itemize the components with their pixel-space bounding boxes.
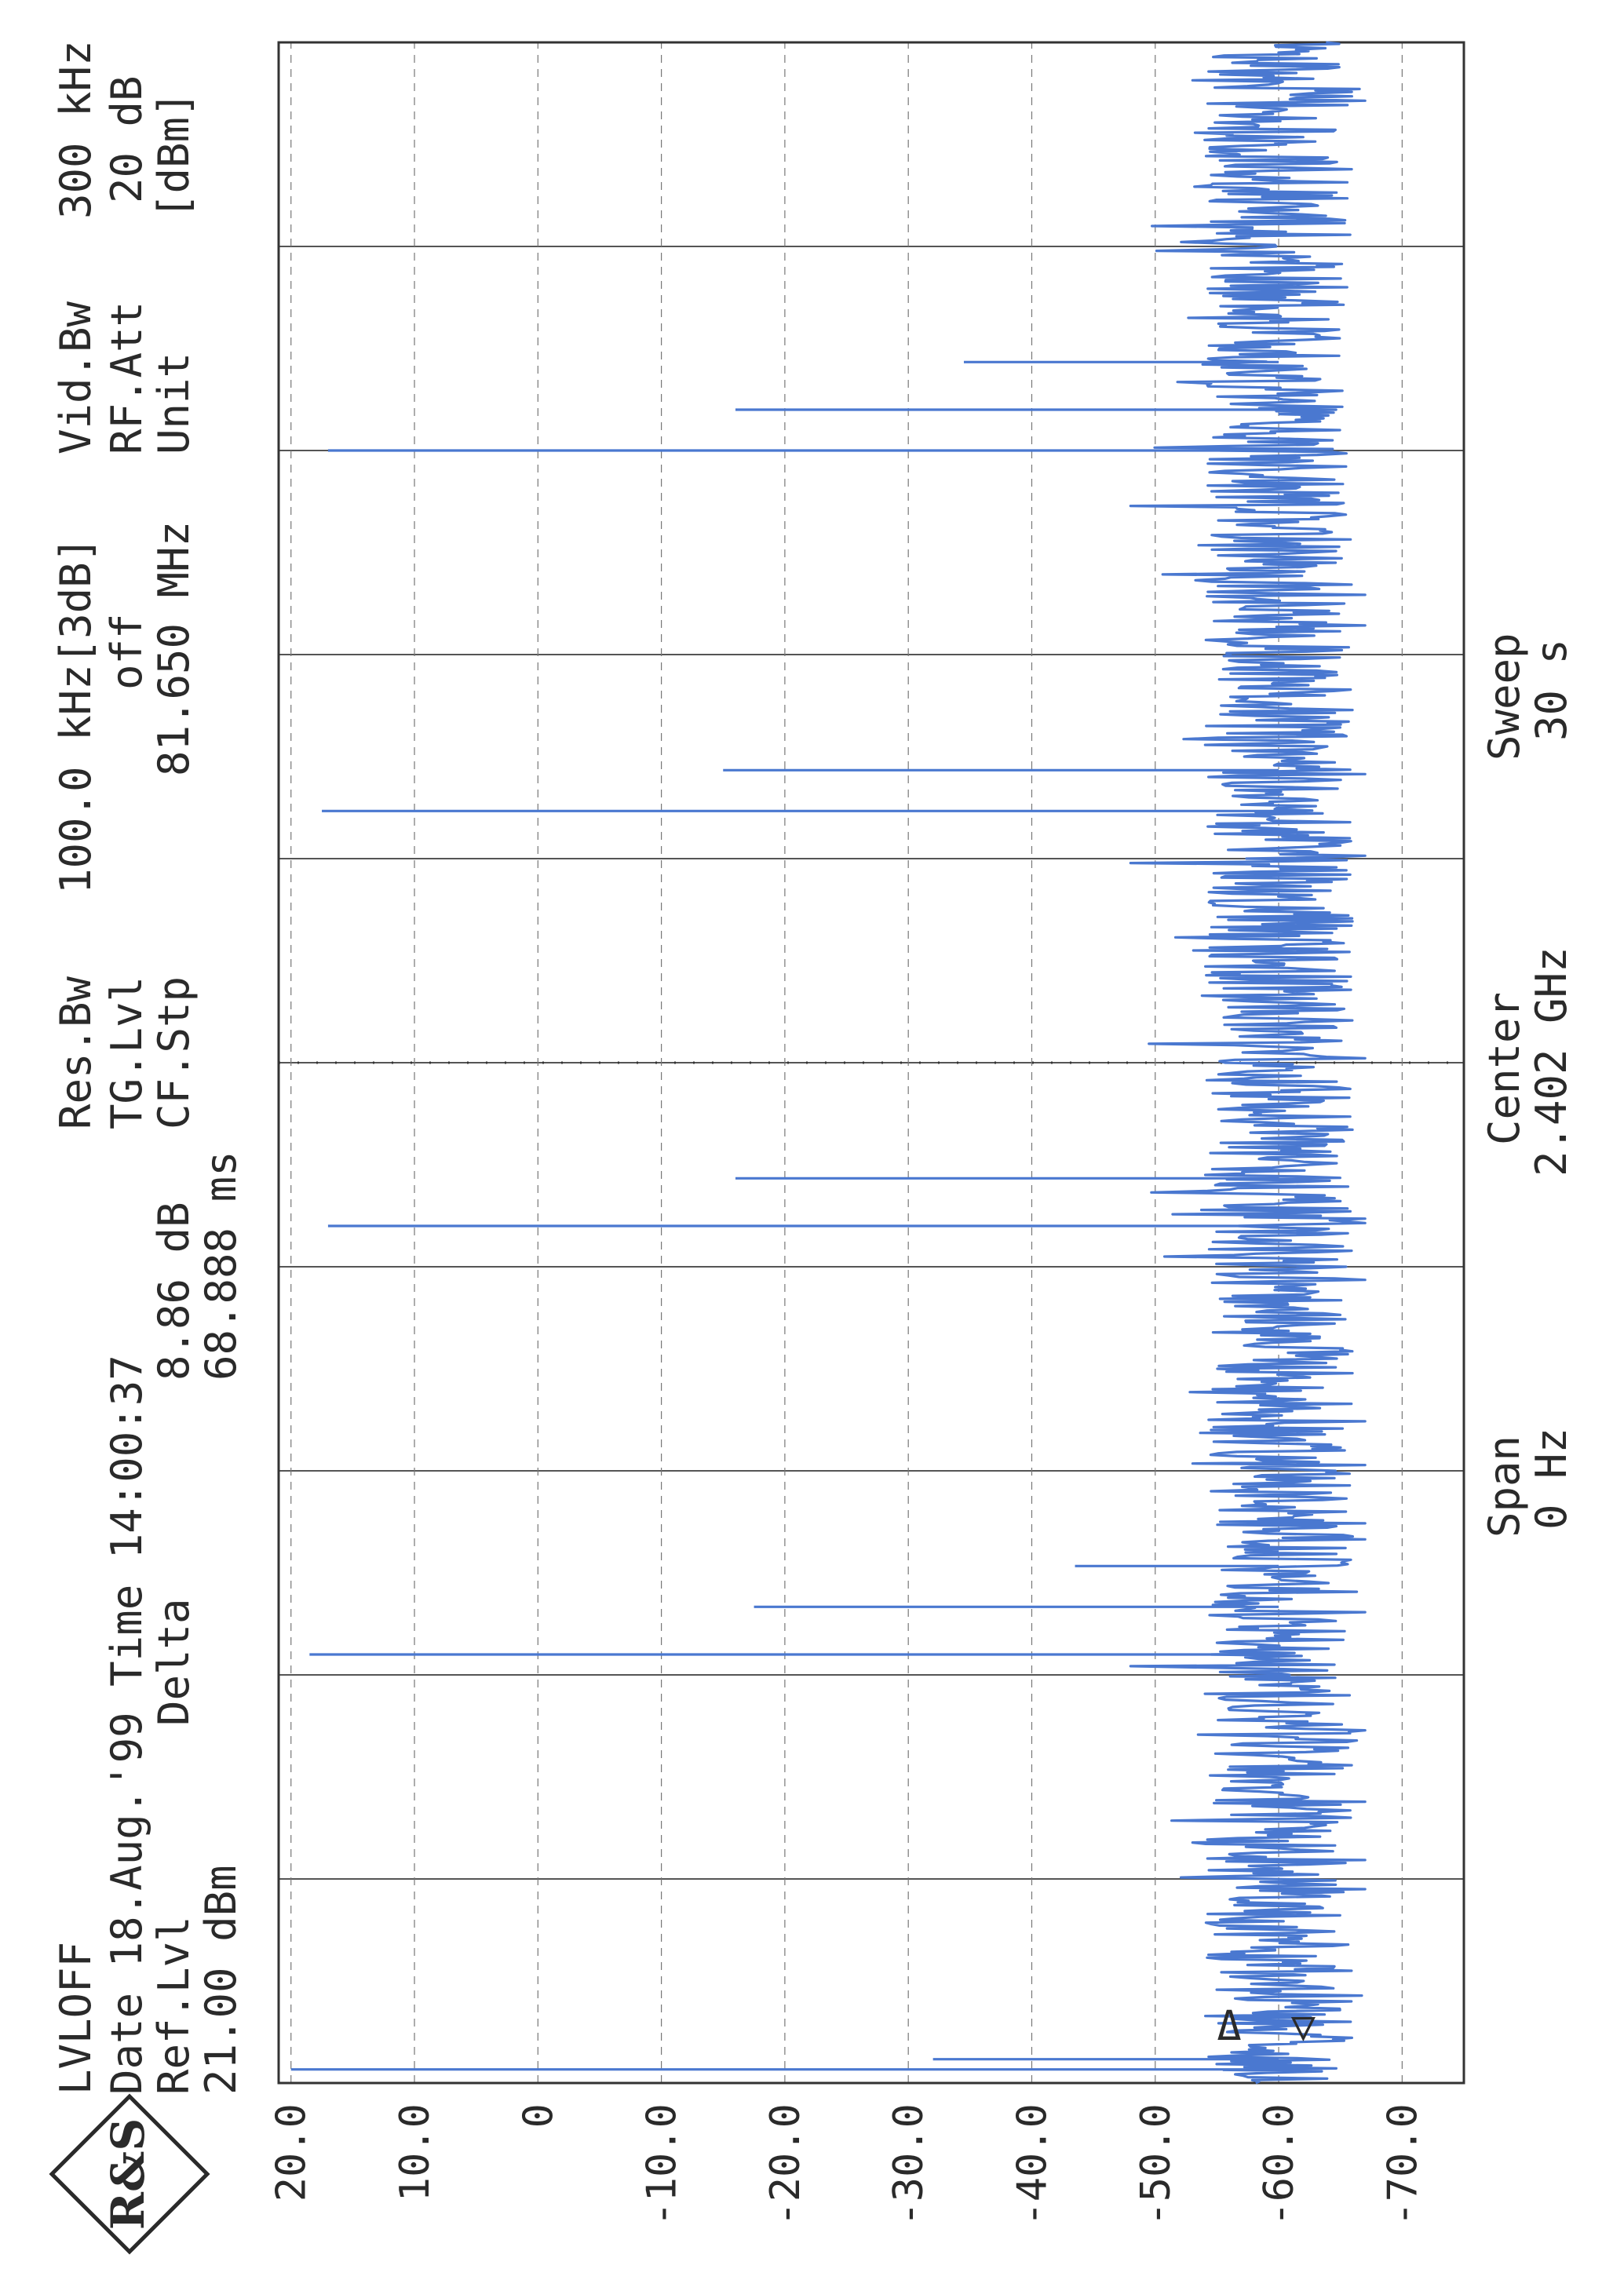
header-delta-ms: 68.888 ms bbox=[196, 1151, 246, 1381]
trace-group bbox=[290, 41, 1367, 2085]
header-vid-bw-value: 300 kHz bbox=[51, 40, 100, 219]
y-tick-label: -10.0 bbox=[639, 2103, 686, 2227]
header-cf-stp-value: 81.650 MHz bbox=[149, 521, 199, 776]
header-ref-lvl-label: Ref.Lvl bbox=[149, 1916, 199, 2095]
rs-logo-icon: R&S bbox=[49, 2093, 210, 2255]
header-vid-bw-label: Vid.Bw bbox=[51, 301, 100, 454]
trace-line bbox=[1129, 41, 1367, 2085]
header-ref-lvl-value: 21.00 dBm bbox=[196, 1865, 246, 2095]
header-cf-stp-label: CF.Stp bbox=[149, 976, 199, 1129]
footer-span-value: 0 Hz bbox=[1527, 1428, 1576, 1530]
plot-grid bbox=[279, 42, 1464, 2083]
y-tick-label: -60.0 bbox=[1256, 2103, 1303, 2227]
footer-sweep-value: 30 s bbox=[1527, 639, 1576, 741]
footer-center-value: 2.402 GHz bbox=[1527, 947, 1576, 1177]
y-tick-label: 0 bbox=[515, 2103, 562, 2128]
header-date-time: Date 18.Aug.'99 Time 14:00:37 bbox=[102, 1355, 151, 2095]
header-rf-att-label: RF.Att bbox=[102, 301, 151, 454]
y-axis-ticks: 20.0 10.0 0 -10.0 -20.0 -30.0 -40.0 -50.0 -60.0 -… bbox=[268, 2103, 1427, 2227]
y-tick-label: -30.0 bbox=[885, 2103, 932, 2227]
footer-center-label: Center bbox=[1480, 992, 1529, 1145]
header-rf-att-value: 20 dB bbox=[102, 75, 151, 203]
header-tg-lvl-value: off bbox=[102, 613, 151, 690]
y-tick-label: -40.0 bbox=[1009, 2103, 1056, 2227]
y-tick-label: -50.0 bbox=[1133, 2103, 1180, 2227]
footer-sweep-label: Sweep bbox=[1480, 633, 1529, 761]
footer-span-label: Span bbox=[1480, 1436, 1529, 1538]
plot-rotated-group: LVLOFF Date 18.Aug.'99 Time 14:00:37 Ref… bbox=[51, 40, 1576, 2095]
header-unit-value: [dBm] bbox=[149, 91, 199, 219]
y-tick-label: -20.0 bbox=[762, 2103, 809, 2227]
y-tick-label: -70.0 bbox=[1379, 2103, 1426, 2227]
y-tick-label: 10.0 bbox=[392, 2103, 439, 2202]
header-res-bw-value: 100.0 kHz[3dB] bbox=[51, 537, 100, 894]
marker-symbol: Δ bbox=[1217, 2003, 1241, 2050]
header-delta-db: 8.86 dB bbox=[149, 1202, 199, 1381]
header-res-bw-label: Res.Bw bbox=[51, 976, 100, 1129]
y-tick-label: 20.0 bbox=[268, 2103, 316, 2202]
header-tg-lvl-label: TG.Lvl bbox=[102, 976, 151, 1129]
markers: Δ ▽ bbox=[1217, 2003, 1316, 2050]
header-delta-label: Delta bbox=[149, 1598, 199, 1726]
header-unit-label: Unit bbox=[149, 352, 199, 454]
marker-symbol: ▽ bbox=[1291, 2003, 1316, 2050]
header-lvloff: LVLOFF bbox=[51, 1942, 100, 2095]
header: LVLOFF Date 18.Aug.'99 Time 14:00:37 Ref… bbox=[51, 40, 246, 2095]
rs-logo-text: R&S bbox=[101, 2118, 155, 2230]
footer: Span 0 Hz Center 2.402 GHz Sweep 30 s bbox=[1480, 633, 1576, 1538]
